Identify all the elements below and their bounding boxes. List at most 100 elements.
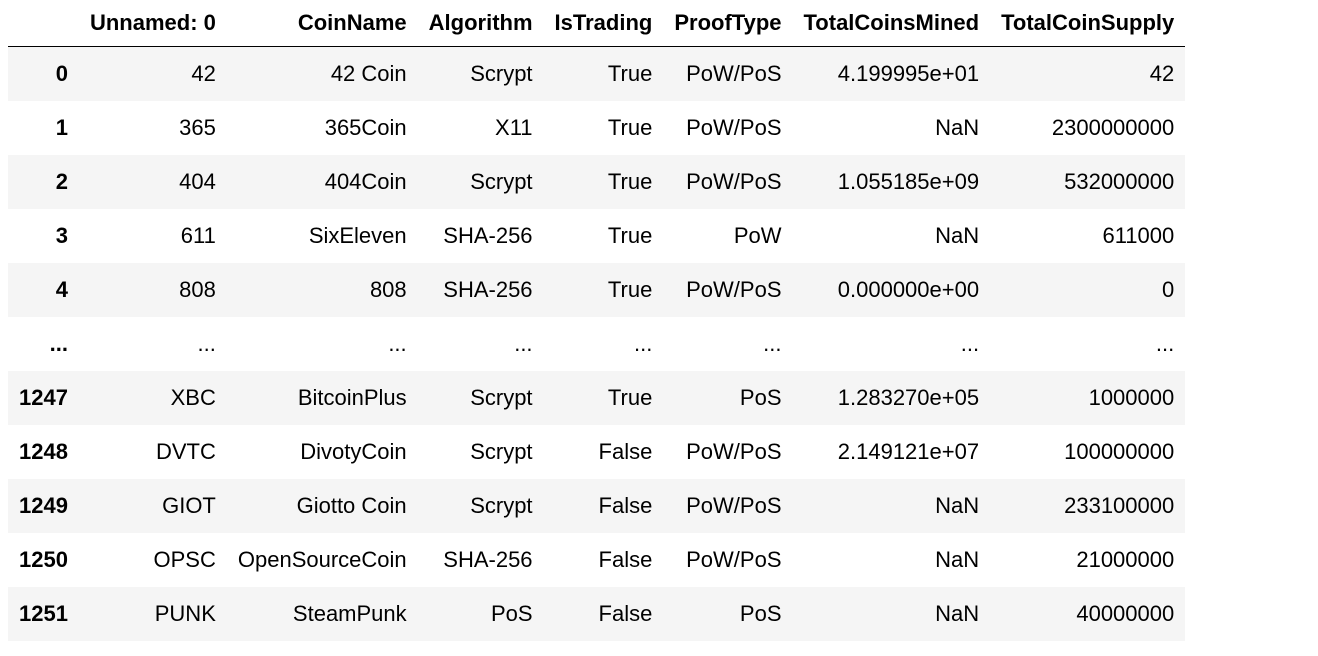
cell-coinname: 808 <box>369 277 407 302</box>
cell-algorithm: Scrypt <box>470 385 533 410</box>
cell-unnamed-0: 42 <box>191 61 216 86</box>
cell-totalcoinsmined: NaN <box>935 547 980 572</box>
cell-istrading: True <box>607 115 653 140</box>
cell-unnamed-0: OPSC <box>153 547 216 572</box>
cell-totalcoinsmined: 4.199995e+01 <box>837 61 980 86</box>
cell-totalcoinsmined: 1.283270e+05 <box>837 385 980 410</box>
cell-algorithm: SHA-256 <box>443 277 533 302</box>
row-index: 1247 <box>19 385 68 410</box>
table-row: 1251 PUNK SteamPunk PoS False PoS NaN 40… <box>8 587 1186 641</box>
cell-unnamed-0: 808 <box>179 277 216 302</box>
cell-unnamed-0: 611 <box>180 223 216 248</box>
table-body: 0 42 42 Coin Scrypt True PoW/PoS 4.19999… <box>8 46 1186 641</box>
header-totalcoinsupply: TotalCoinSupply <box>990 0 1186 47</box>
cell-istrading: True <box>607 223 653 248</box>
cell-coinname: OpenSourceCoin <box>237 547 407 572</box>
cell-prooftype: ... <box>763 331 782 356</box>
cell-algorithm: SHA-256 <box>443 547 533 572</box>
cell-totalcoinsupply: ... <box>1155 331 1175 356</box>
cell-prooftype: PoW/PoS <box>686 115 782 140</box>
cell-totalcoinsupply: 1000000 <box>1088 385 1175 410</box>
cell-istrading: ... <box>634 331 653 356</box>
table-row: 1248 DVTC DivotyCoin Scrypt False PoW/Po… <box>8 425 1186 479</box>
table-row: 4 808 808 SHA-256 True PoW/PoS 0.000000e… <box>8 263 1186 317</box>
cell-prooftype: PoW/PoS <box>686 61 782 86</box>
row-index: 3 <box>55 223 68 248</box>
cell-totalcoinsupply: 233100000 <box>1064 493 1175 518</box>
cell-totalcoinsmined: NaN <box>935 493 980 518</box>
cell-algorithm: Scrypt <box>470 493 533 518</box>
cell-totalcoinsmined: ... <box>960 331 980 356</box>
cell-prooftype: PoW/PoS <box>686 277 782 302</box>
cell-coinname: BitcoinPlus <box>297 385 407 410</box>
header-row: Unnamed: 0 CoinName Algorithm IsTrading … <box>8 0 1186 47</box>
cell-coinname: SixEleven <box>308 223 407 248</box>
cell-algorithm: X11 <box>495 115 533 140</box>
cell-unnamed-0: 365 <box>179 115 216 140</box>
cell-coinname: 365Coin <box>324 115 407 140</box>
cell-istrading: False <box>598 547 653 572</box>
header-totalcoinsmined: TotalCoinsMined <box>792 0 991 47</box>
cell-totalcoinsupply: 42 <box>1149 61 1175 86</box>
cell-istrading: False <box>598 601 653 626</box>
row-index: 2 <box>55 169 68 194</box>
cell-istrading: True <box>607 61 653 86</box>
cell-totalcoinsupply: 611000 <box>1102 223 1175 248</box>
cell-totalcoinsupply: 100000000 <box>1064 439 1175 464</box>
cell-totalcoinsmined: 0.000000e+00 <box>837 277 980 302</box>
cell-algorithm: PoS <box>490 601 533 626</box>
row-index: 4 <box>55 277 68 302</box>
cell-prooftype: PoW/PoS <box>686 547 782 572</box>
row-index: 1250 <box>19 547 68 572</box>
row-index: ... <box>49 331 68 356</box>
header-index <box>8 0 79 47</box>
cell-unnamed-0: 404 <box>179 169 216 194</box>
cell-totalcoinsmined: 1.055185e+09 <box>837 169 980 194</box>
row-index: 1248 <box>19 439 68 464</box>
cell-totalcoinsupply: 2300000000 <box>1051 115 1175 140</box>
cell-istrading: False <box>598 493 653 518</box>
header-coinname: CoinName <box>226 0 418 47</box>
header-istrading: IsTrading <box>543 0 664 47</box>
table-row: 1250 OPSC OpenSourceCoin SHA-256 False P… <box>8 533 1186 587</box>
table-row: 1 365 365Coin X11 True PoW/PoS NaN 23000… <box>8 101 1186 155</box>
cell-coinname: 42 Coin <box>330 61 407 86</box>
cell-prooftype: PoS <box>739 601 782 626</box>
header-algorithm: Algorithm <box>417 0 544 47</box>
cell-totalcoinsupply: 40000000 <box>1076 601 1175 626</box>
cell-totalcoinsmined: 2.149121e+07 <box>837 439 980 464</box>
cell-algorithm: Scrypt <box>470 61 533 86</box>
cell-coinname: ... <box>388 331 407 356</box>
table-row: 3 611 SixEleven SHA-256 True PoW NaN 611… <box>8 209 1186 263</box>
dataframe-output: Unnamed: 0 CoinName Algorithm IsTrading … <box>8 0 1186 641</box>
cell-istrading: True <box>607 169 653 194</box>
cell-unnamed-0: ... <box>197 331 216 356</box>
table-row: 0 42 42 Coin Scrypt True PoW/PoS 4.19999… <box>8 46 1186 101</box>
cell-totalcoinsmined: NaN <box>935 223 980 248</box>
cell-unnamed-0: XBC <box>170 385 216 410</box>
cell-algorithm: SHA-256 <box>443 223 533 248</box>
cell-coinname: Giotto Coin <box>296 493 407 518</box>
cell-coinname: DivotyCoin <box>300 439 407 464</box>
cell-totalcoinsmined: NaN <box>935 601 980 626</box>
cell-coinname: SteamPunk <box>292 601 407 626</box>
cell-algorithm: ... <box>514 331 533 356</box>
header-prooftype: ProofType <box>663 0 793 47</box>
ellipsis-row: ... ... ... ... ... ... ... ... <box>8 317 1186 371</box>
cell-algorithm: Scrypt <box>470 169 533 194</box>
cell-coinname: 404Coin <box>324 169 407 194</box>
cell-totalcoinsmined: NaN <box>935 115 980 140</box>
cell-algorithm: Scrypt <box>470 439 533 464</box>
row-index: 1 <box>55 115 68 140</box>
table-row: 1247 XBC BitcoinPlus Scrypt True PoS 1.2… <box>8 371 1186 425</box>
cell-totalcoinsupply: 21000000 <box>1076 547 1175 572</box>
row-index: 1249 <box>19 493 68 518</box>
table-row: 2 404 404Coin Scrypt True PoW/PoS 1.0551… <box>8 155 1186 209</box>
cell-istrading: False <box>598 439 653 464</box>
cell-prooftype: PoS <box>739 385 782 410</box>
cell-unnamed-0: DVTC <box>155 439 216 464</box>
cell-prooftype: PoW/PoS <box>686 493 782 518</box>
table-header: Unnamed: 0 CoinName Algorithm IsTrading … <box>8 0 1186 47</box>
cell-istrading: True <box>607 385 653 410</box>
cell-prooftype: PoW/PoS <box>686 439 782 464</box>
